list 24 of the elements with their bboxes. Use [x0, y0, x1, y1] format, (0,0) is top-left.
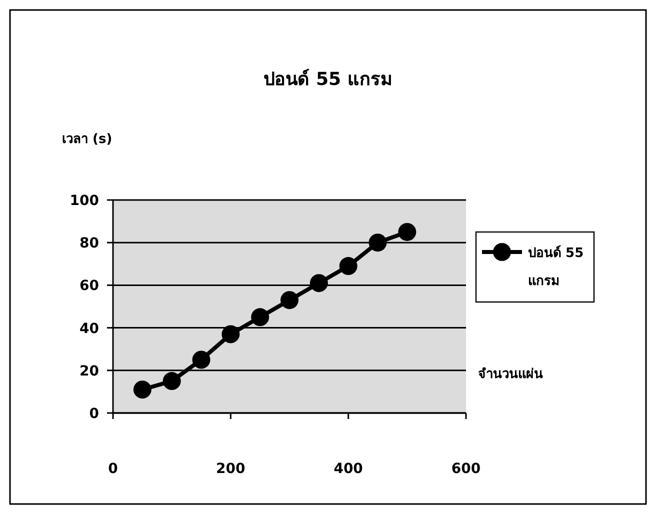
- point: [310, 274, 328, 292]
- point: [251, 308, 270, 326]
- y-axis-title: เวลา (s): [62, 132, 112, 147]
- y-tick-label: 100: [70, 193, 100, 209]
- x-axis-title: จำนวนแผ่น: [478, 366, 543, 382]
- point: [280, 291, 298, 310]
- x-tick-label: 200: [216, 461, 246, 477]
- point: [368, 234, 387, 252]
- y-tick-label: 80: [80, 236, 100, 252]
- x-tick-label: 0: [108, 461, 118, 477]
- point: [339, 257, 358, 276]
- y-tick-label: 60: [80, 278, 100, 294]
- legend-label: ปอนด์ 55 แกรม: [528, 245, 584, 289]
- y-tick-label: 20: [80, 363, 100, 380]
- x-tick-label: 400: [334, 461, 364, 477]
- chart-title: ปอนด์ 55 แกรม: [264, 68, 392, 90]
- point: [398, 222, 416, 241]
- x-tick-label: 600: [451, 461, 481, 477]
- point: [222, 325, 240, 344]
- point: [133, 380, 152, 399]
- y-tick-label: 40: [80, 320, 100, 337]
- y-tick-label: 0: [89, 406, 100, 422]
- point: [162, 372, 181, 390]
- point: [192, 350, 210, 369]
